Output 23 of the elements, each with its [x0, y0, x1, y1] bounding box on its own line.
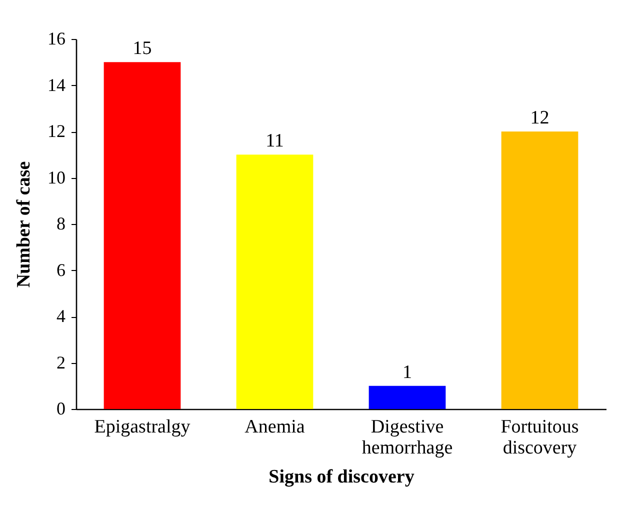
- y-tick-label: 10: [48, 167, 66, 188]
- y-tick-label: 4: [56, 306, 66, 326]
- y-tick-label: 2: [56, 352, 66, 372]
- bar: [368, 386, 446, 409]
- data-label: 15: [132, 38, 152, 60]
- y-tick-label: 8: [56, 214, 66, 234]
- data-label: 11: [266, 130, 284, 152]
- x-axis-title: Signs of discovery: [268, 466, 415, 488]
- bar: [104, 62, 181, 409]
- x-tick-label: Epigastralgy: [94, 416, 191, 438]
- bar: [501, 132, 578, 409]
- x-tick-label: Anemia: [244, 416, 306, 438]
- y-tick-label: 14: [48, 74, 66, 95]
- data-label: 12: [530, 108, 550, 128]
- y-tick-label: 16: [48, 28, 66, 48]
- y-axis-title: Number of case: [14, 161, 34, 288]
- y-tick-label: 0: [56, 398, 66, 418]
- data-label: 1: [402, 362, 412, 383]
- x-tick-label: Digestive hemorrhage: [362, 416, 453, 458]
- y-tick-label: 12: [48, 121, 66, 141]
- x-tick-label: Fortuitous discovery: [500, 416, 579, 458]
- y-tick-label: 6: [56, 260, 66, 280]
- bar: [236, 154, 314, 409]
